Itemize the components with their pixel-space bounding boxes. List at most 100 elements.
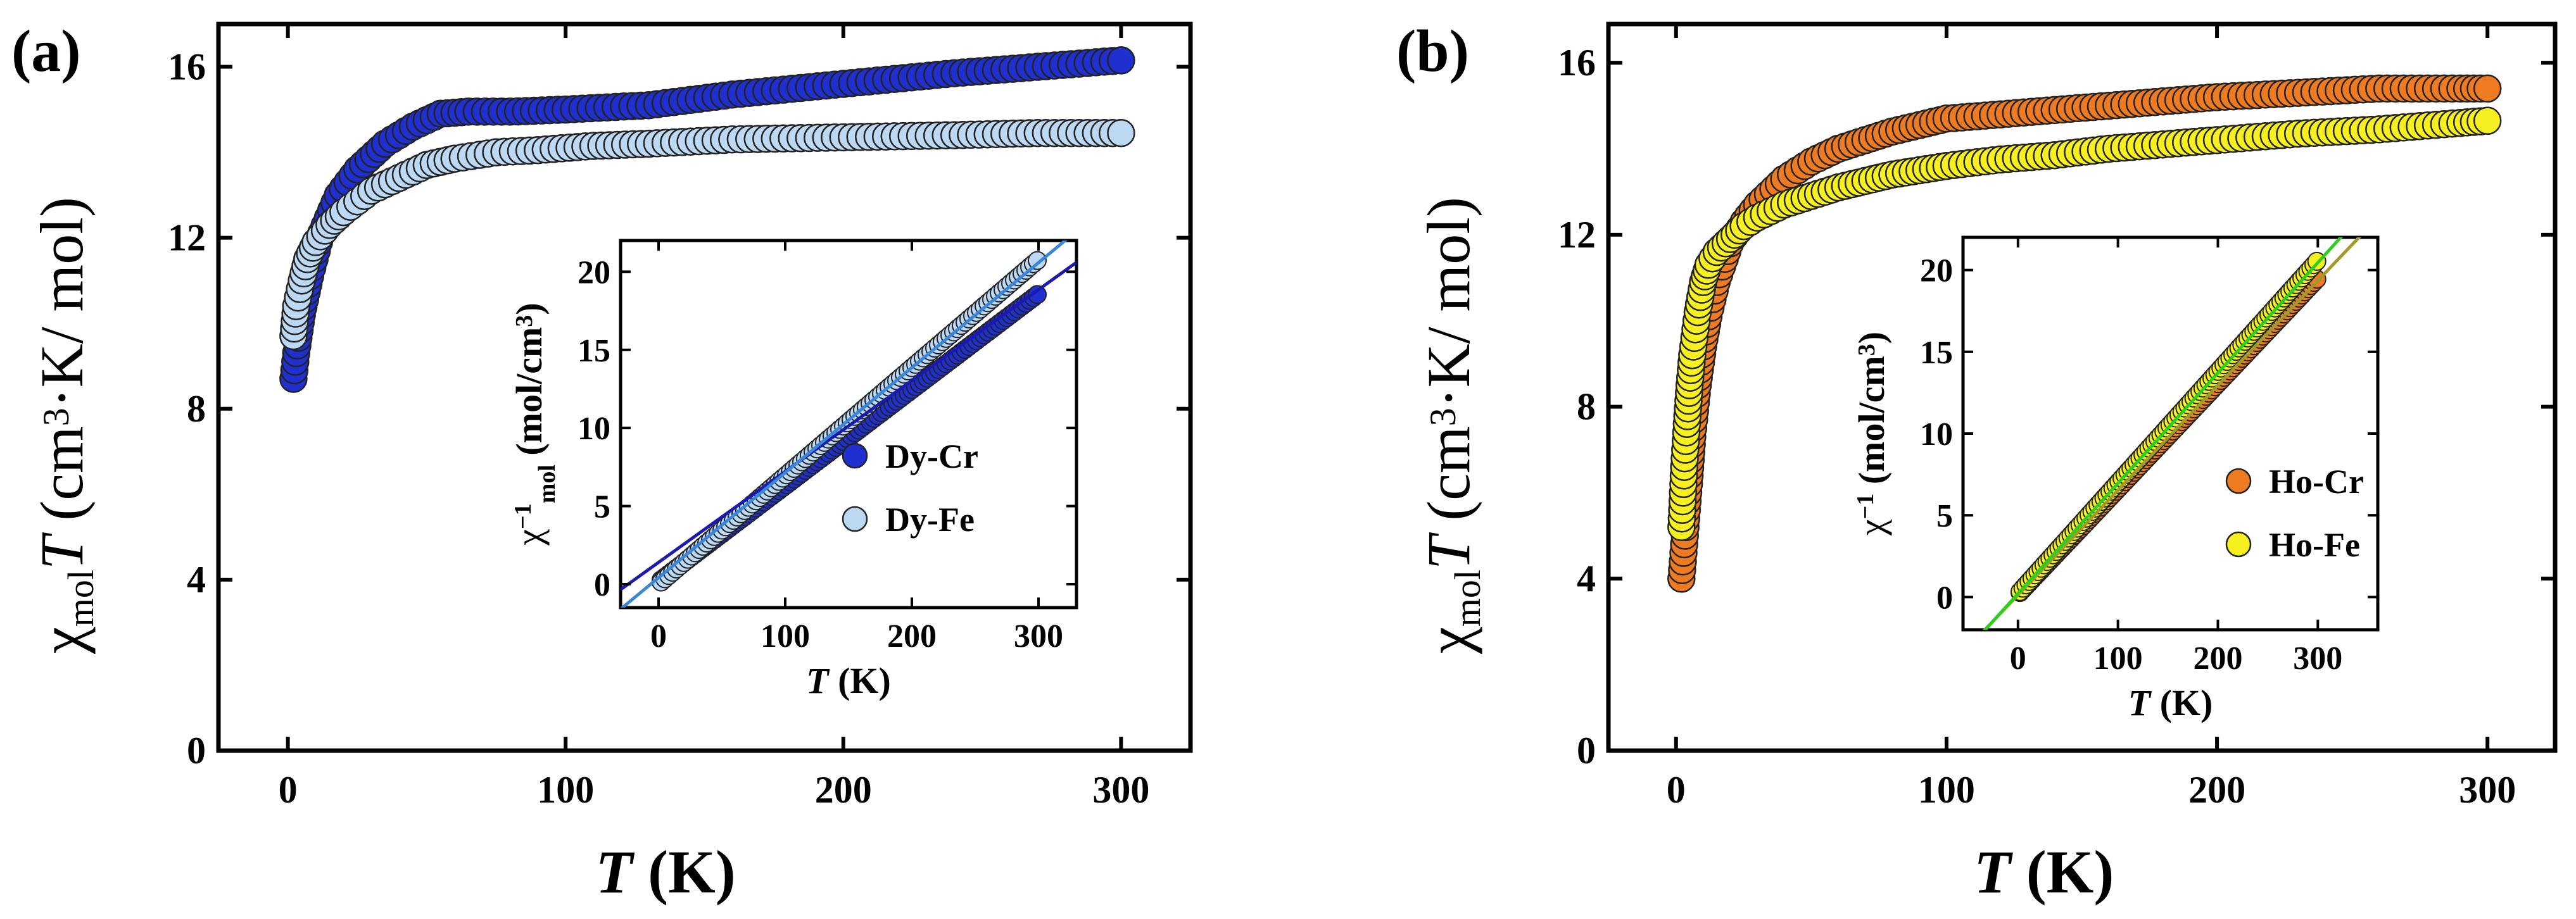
- inset-y-axis-title-unit-end: ): [1851, 332, 1892, 344]
- inset-x-axis-title-unit: (K): [829, 660, 891, 701]
- legend-marker-Ho-Cr: [2225, 468, 2252, 494]
- inset-fit-line: [621, 241, 1068, 608]
- inset-x-axis-title: T (K): [806, 660, 891, 701]
- inset-y-tick-label: 5: [594, 489, 610, 525]
- legend-marker-Dy-Cr: [842, 442, 868, 469]
- inset-y-axis-title-sub: mol: [534, 465, 560, 503]
- x-axis-title-symbol: T: [1974, 838, 2013, 906]
- inset-y-tick-label: 15: [578, 333, 610, 369]
- inset-x-tick-label: 200: [2193, 641, 2242, 677]
- inset-chart: 0 100 200 300 0 5 10 15 20 T (K) χ−1mol (mol/cm3) D…: [508, 239, 1078, 701]
- y-axis-title-sub: mol: [1447, 570, 1488, 627]
- series-Ho-Fe: [1667, 106, 2502, 542]
- inset-x-tick-label: 300: [2293, 641, 2342, 677]
- inset-y-tick-label: 10: [1920, 416, 1953, 453]
- inset-y-axis-title-unit: (mol/cm: [1851, 356, 1892, 493]
- y-axis-title: χmolT (cm3·K/ mol): [28, 197, 101, 654]
- inset-y-axis-title-chi: χ: [1851, 519, 1892, 536]
- y-axis-title-T: T: [28, 532, 96, 570]
- x-tick-label: 100: [537, 769, 594, 811]
- inset-y-tick-label: 20: [1920, 253, 1953, 289]
- inset-y-tick-label: 15: [1920, 335, 1953, 371]
- y-tick-label: 12: [168, 217, 206, 259]
- x-tick-label: 100: [1918, 769, 1975, 811]
- inset-y-tick-label: 5: [1936, 498, 1953, 534]
- legend-label-Dy-Fe: Dy-Fe: [885, 501, 975, 539]
- y-tick-label: 16: [1558, 42, 1596, 84]
- y-axis-title-sub: mol: [60, 570, 101, 627]
- y-axis-title-chi: χ: [28, 627, 96, 654]
- x-axis-title-unit: (K): [633, 838, 736, 906]
- inset-plot-area: [621, 241, 1076, 608]
- y-tick-label: 4: [1577, 558, 1596, 599]
- x-axis-title: T (K): [595, 838, 735, 906]
- y-tick-label: 0: [187, 730, 206, 772]
- x-axis-title-unit: (K): [2011, 838, 2114, 906]
- inset-x-tick-label: 100: [761, 618, 810, 654]
- inset-x-axis-title-symbol: T: [2128, 682, 2152, 723]
- inset-y-axis-title-unit-end: ): [508, 303, 550, 315]
- inset-x-tick-label: 0: [650, 618, 667, 654]
- inset-y-tick-label: 0: [1936, 580, 1953, 616]
- y-axis-title-unit-end: ·K/ mol): [1415, 197, 1482, 408]
- y-tick-label: 16: [168, 46, 206, 88]
- inset-y-tick-label: 10: [578, 411, 610, 447]
- inset-y-tick-label: 0: [594, 567, 610, 603]
- inset-data-point-Dy-Cr: [1028, 285, 1047, 304]
- inset-y-axis-title: χ−1mol (mol/cm3): [508, 303, 560, 546]
- inset-fit-line: [1983, 237, 2343, 630]
- inset-legend: Ho-Cr Ho-Fe: [2225, 463, 2364, 564]
- data-point-Ho-Cr: [2473, 74, 2502, 103]
- inset-y-axis-title-unit: (mol/cm: [508, 327, 550, 465]
- y-axis-title-T: T: [1415, 532, 1482, 570]
- data-point-Dy-Fe: [1107, 118, 1135, 147]
- plot-frame: [216, 22, 1193, 753]
- x-tick-label: 0: [279, 769, 298, 811]
- inset-legend: Dy-Cr Dy-Fe: [842, 437, 978, 539]
- inset-y-axis-title-sup: −1: [510, 503, 536, 529]
- series-Dy-Fe: [279, 118, 1135, 351]
- inset-chart: 0 100 200 300 0 5 10 15 20 T (K) χ−1 (mol/cm3) Ho-C…: [1851, 235, 2380, 723]
- x-tick-label: 300: [2459, 769, 2516, 811]
- data-point-Ho-Fe: [2473, 106, 2502, 135]
- y-axis-title-unit-sup: 3: [35, 408, 77, 426]
- panel-label: (a): [11, 18, 81, 84]
- y-tick-label: 12: [1558, 214, 1596, 256]
- y-axis-title-unit-sup: 3: [1422, 408, 1463, 426]
- inset-y-axis-title-chi: χ: [508, 529, 550, 546]
- inset-plot-area: [1983, 237, 2361, 630]
- y-tick-label: 8: [187, 388, 206, 430]
- y-axis-title-unit: (cm: [28, 426, 96, 535]
- inset-y-tick-label: 20: [578, 254, 610, 291]
- inset-fit-line: [621, 261, 1076, 591]
- inset-y-axis-title-unit-sup: 3: [511, 315, 538, 327]
- legend-label-Ho-Cr: Ho-Cr: [2269, 463, 2364, 501]
- inset-y-axis-title: χ−1 (mol/cm3): [1851, 332, 1892, 536]
- legend-label-Dy-Cr: Dy-Cr: [885, 437, 978, 475]
- y-axis-title-chi: χ: [1415, 627, 1482, 654]
- x-tick-label: 300: [1092, 769, 1149, 811]
- panel-label: (b): [1396, 18, 1469, 84]
- plot-frame: [1606, 22, 2558, 753]
- x-tick-label: 200: [815, 769, 872, 811]
- x-tick-label: 0: [1667, 769, 1686, 811]
- y-tick-label: 8: [1577, 386, 1596, 428]
- inset-x-tick-label: 300: [1014, 618, 1063, 654]
- inset-x-tick-label: 0: [2010, 641, 2026, 677]
- legend-marker-Ho-Fe: [2225, 531, 2252, 558]
- y-axis-title: χmolT (cm3·K/ mol): [1415, 197, 1488, 654]
- y-tick-label: 0: [1577, 730, 1596, 772]
- y-tick-label: 4: [187, 559, 206, 601]
- legend-marker-Dy-Fe: [842, 506, 868, 532]
- y-axis-title-unit: (cm: [1415, 426, 1482, 535]
- inset-y-axis-title-unit-sup: 3: [1853, 344, 1880, 356]
- y-axis-title-unit-end: ·K/ mol): [28, 197, 96, 408]
- data-point-Dy-Cr: [1107, 46, 1135, 75]
- inset-x-axis-title-unit: (K): [2150, 682, 2213, 723]
- inset-x-tick-label: 200: [887, 618, 937, 654]
- inset-data-point-Dy-Fe: [1028, 251, 1047, 270]
- inset-x-axis-title: T (K): [2128, 682, 2213, 723]
